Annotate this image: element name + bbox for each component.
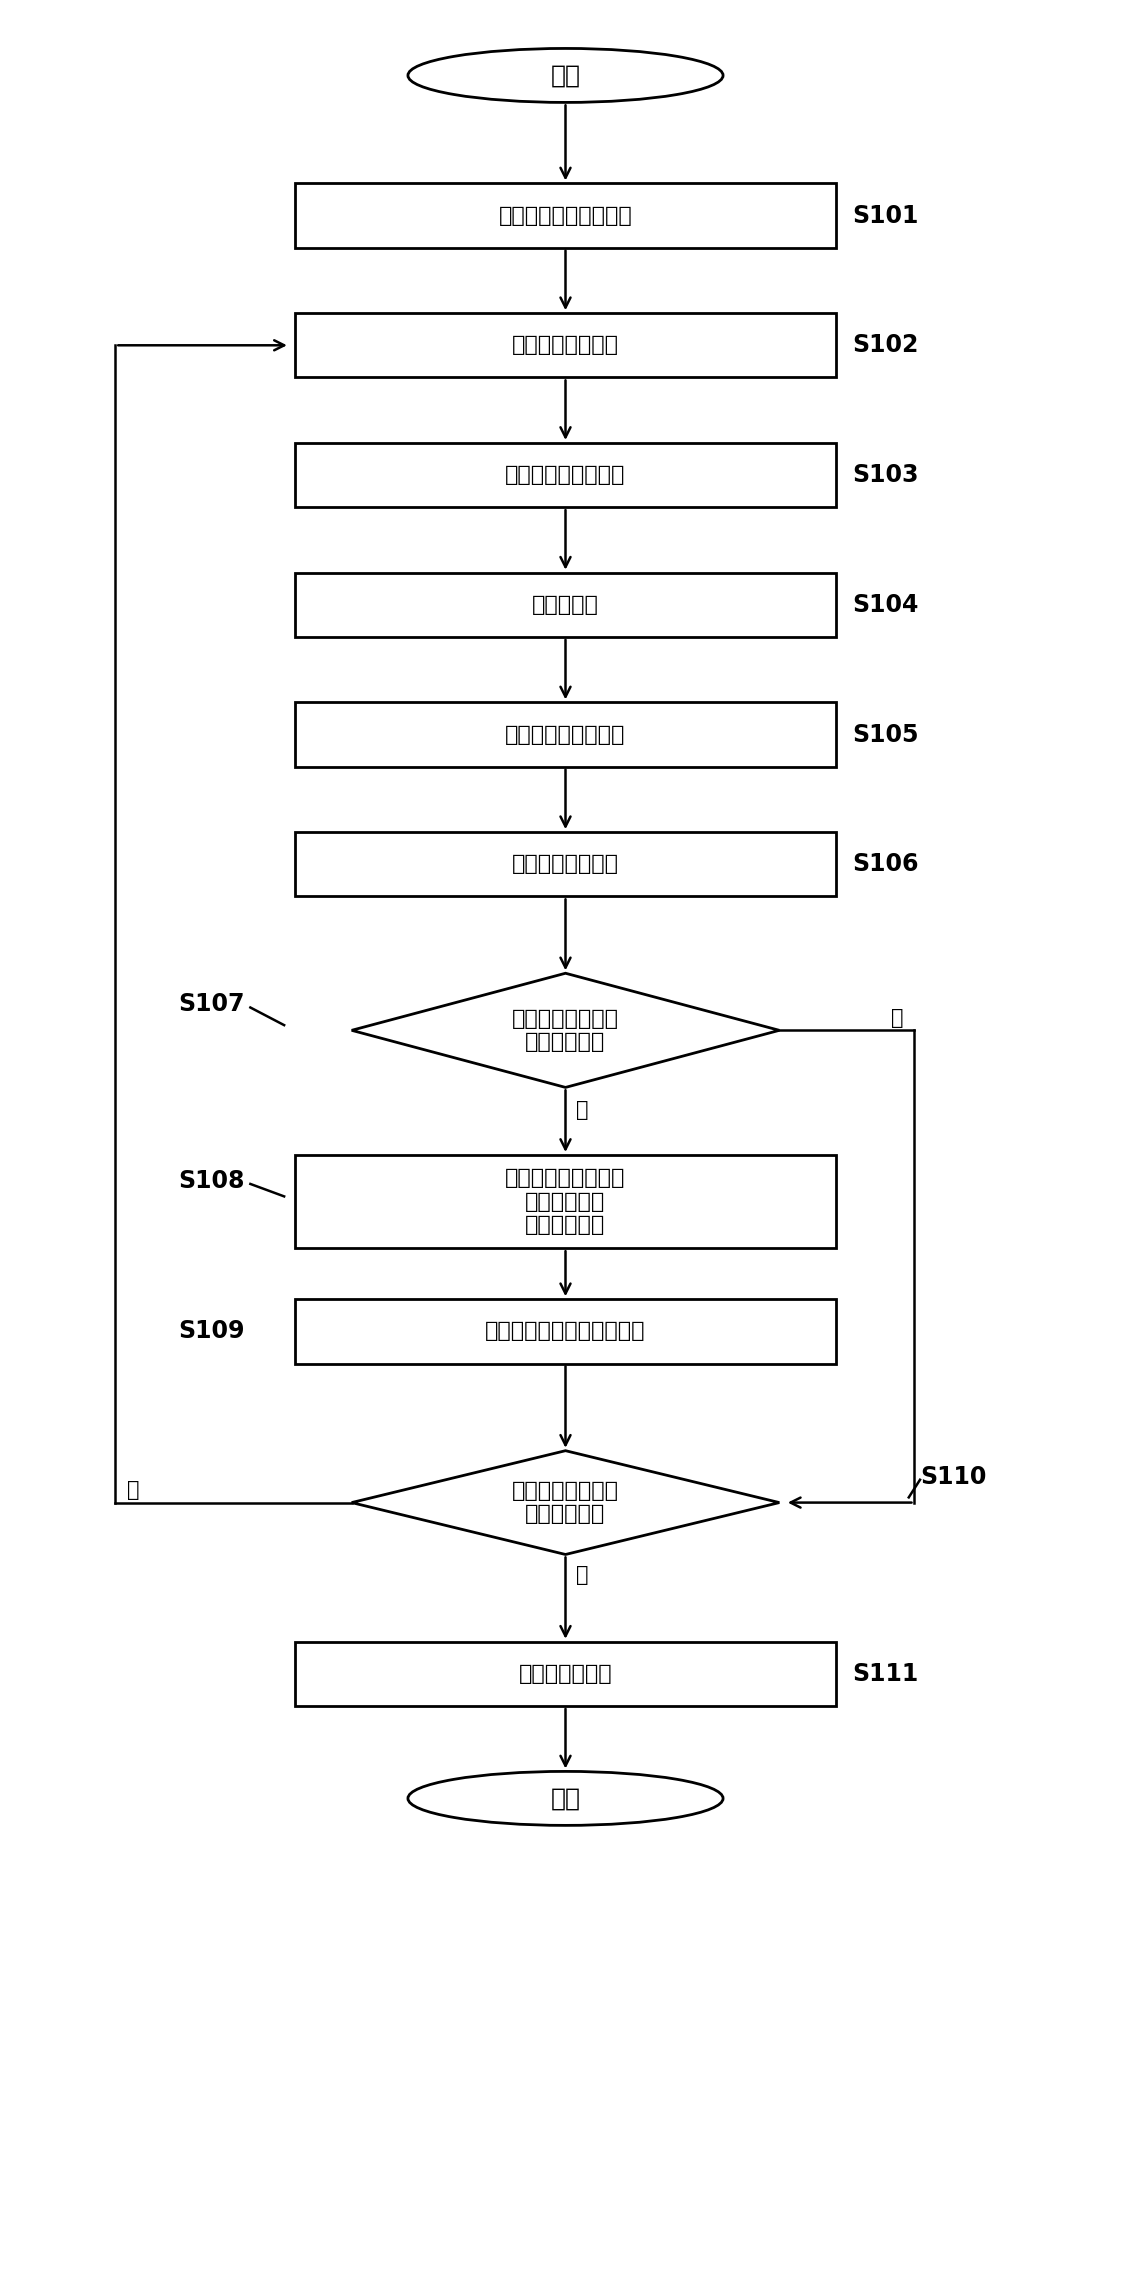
FancyBboxPatch shape bbox=[295, 1641, 836, 1705]
Ellipse shape bbox=[408, 48, 723, 103]
FancyBboxPatch shape bbox=[295, 183, 836, 247]
Text: 启动电子部件安装装置: 启动电子部件安装装置 bbox=[499, 206, 632, 227]
Text: 开始: 开始 bbox=[551, 1785, 580, 1811]
Text: 结束了所有电子、
部件的装载？: 结束了所有电子、 部件的装载？ bbox=[512, 1481, 619, 1524]
FancyBboxPatch shape bbox=[295, 703, 836, 767]
Text: 重新启动电子部件安装装置: 重新启动电子部件安装装置 bbox=[485, 1321, 646, 1341]
Polygon shape bbox=[352, 973, 779, 1087]
Text: S108: S108 bbox=[179, 1170, 244, 1193]
FancyBboxPatch shape bbox=[295, 833, 836, 897]
Text: S102: S102 bbox=[853, 334, 918, 357]
FancyBboxPatch shape bbox=[295, 1300, 836, 1364]
Text: 是: 是 bbox=[576, 1566, 588, 1584]
Text: 开始: 开始 bbox=[551, 64, 580, 87]
Text: 吸附保持电子部件: 吸附保持电子部件 bbox=[512, 334, 619, 355]
Text: S103: S103 bbox=[853, 462, 920, 488]
Text: S105: S105 bbox=[853, 723, 920, 746]
Text: S106: S106 bbox=[853, 852, 920, 877]
Text: S104: S104 bbox=[853, 593, 918, 616]
FancyBboxPatch shape bbox=[295, 314, 836, 378]
FancyBboxPatch shape bbox=[295, 442, 836, 508]
Text: S111: S111 bbox=[853, 1662, 918, 1685]
Text: S110: S110 bbox=[920, 1465, 986, 1488]
Text: 暂时停止装置的动作
通知异常消息
存储附带数据: 暂时停止装置的动作 通知异常消息 存储附带数据 bbox=[506, 1167, 625, 1234]
Text: 否: 否 bbox=[127, 1481, 139, 1499]
Text: 检测电子部件的姿势: 检测电子部件的姿势 bbox=[506, 726, 625, 744]
Text: S107: S107 bbox=[179, 993, 244, 1016]
Text: 取得部件比较数据: 取得部件比较数据 bbox=[512, 854, 619, 874]
Text: S109: S109 bbox=[179, 1318, 244, 1344]
Text: 停止装置的动作: 停止装置的动作 bbox=[519, 1664, 612, 1685]
Text: 是: 是 bbox=[576, 1101, 588, 1119]
FancyBboxPatch shape bbox=[295, 572, 836, 636]
Text: 检测电子部件的姿势: 检测电子部件的姿势 bbox=[506, 465, 625, 485]
Text: 否: 否 bbox=[890, 1007, 904, 1028]
Text: 部件比较数据大于
等于基准值？: 部件比较数据大于 等于基准值？ bbox=[512, 1009, 619, 1053]
Text: 移动装载头: 移动装载头 bbox=[532, 595, 599, 616]
Polygon shape bbox=[352, 1451, 779, 1554]
FancyBboxPatch shape bbox=[295, 1156, 836, 1248]
Text: S101: S101 bbox=[853, 204, 918, 227]
Ellipse shape bbox=[408, 1772, 723, 1824]
